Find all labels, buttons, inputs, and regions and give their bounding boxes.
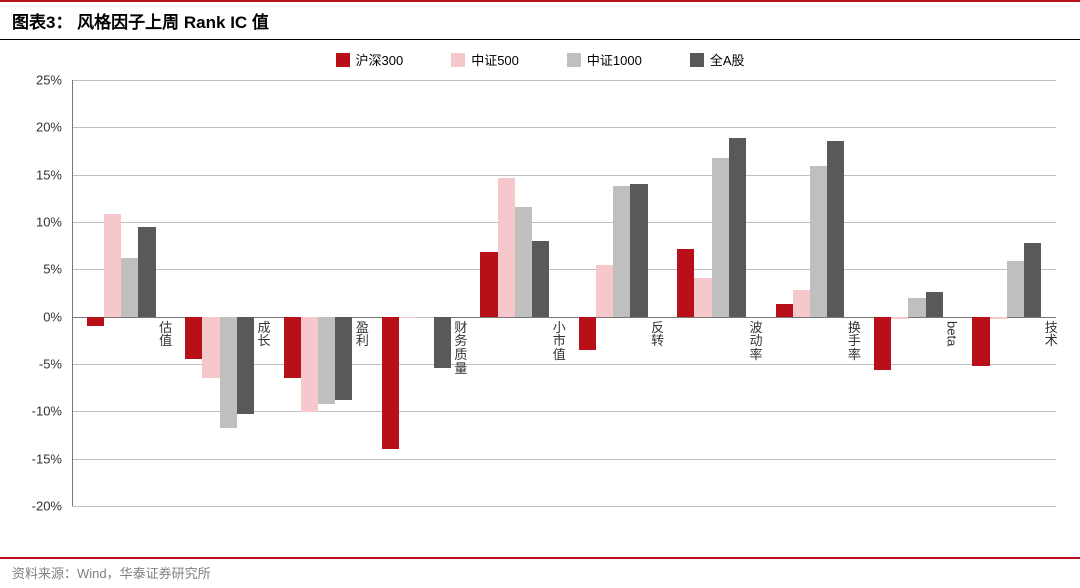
figure-title-bar: 图表3： 风格因子上周 Rank IC 值 <box>0 0 1080 40</box>
x-axis-label: 技术 <box>1043 321 1059 348</box>
bar <box>630 184 647 317</box>
y-axis-label: 10% <box>36 214 72 229</box>
y-axis-label: 25% <box>36 73 72 88</box>
y-axis-label: -20% <box>32 499 72 514</box>
y-axis <box>72 80 73 506</box>
x-axis-label: 估值 <box>158 321 174 348</box>
x-axis-label: 换手率 <box>846 321 862 362</box>
bar <box>776 304 793 316</box>
legend-label: 全A股 <box>710 50 745 69</box>
bar <box>382 317 399 450</box>
bar <box>284 317 301 379</box>
bar <box>220 317 237 429</box>
x-axis-label: beta <box>945 321 959 346</box>
legend-item: 中证1000 <box>567 50 642 69</box>
bar <box>579 317 596 350</box>
bar <box>596 265 613 317</box>
y-axis-label: -5% <box>39 356 72 371</box>
bar <box>926 292 943 317</box>
bar <box>908 298 925 317</box>
legend-swatch <box>336 53 350 67</box>
bar <box>121 258 138 317</box>
bar <box>416 317 433 318</box>
bar <box>480 252 497 316</box>
bar <box>990 317 1007 319</box>
bar <box>827 141 844 317</box>
bar <box>87 317 104 326</box>
chart-container: 沪深300 中证500 中证1000 全A股 -20% -15% -10% -5% 0% 5% 1… <box>0 40 1080 540</box>
x-axis-label: 盈利 <box>354 321 370 348</box>
gridline <box>72 269 1056 270</box>
bar <box>434 317 451 368</box>
legend-label: 中证500 <box>471 50 519 69</box>
bar <box>891 317 908 319</box>
bar <box>185 317 202 360</box>
gridline <box>72 459 1056 460</box>
bar <box>1007 261 1024 317</box>
y-axis-label: 5% <box>43 262 72 277</box>
x-axis-label: 反转 <box>650 321 666 348</box>
bar <box>972 317 989 366</box>
bar <box>318 317 335 404</box>
bar <box>532 241 549 317</box>
x-axis-label: 波动率 <box>748 321 764 362</box>
bar <box>694 278 711 317</box>
legend-swatch <box>567 53 581 67</box>
x-axis-label: 成长 <box>256 321 272 348</box>
legend-item: 全A股 <box>690 50 745 69</box>
y-axis-label: 20% <box>36 120 72 135</box>
legend-swatch <box>451 53 465 67</box>
legend-item: 沪深300 <box>336 50 404 69</box>
bar <box>498 178 515 316</box>
bar <box>399 317 416 318</box>
gridline <box>72 175 1056 176</box>
source-footer: 资料来源：Wind，华泰证券研究所 <box>0 557 1080 588</box>
legend-label: 沪深300 <box>356 50 404 69</box>
bar <box>874 317 891 370</box>
bar <box>202 317 219 379</box>
y-axis-label: -10% <box>32 404 72 419</box>
bar <box>237 317 254 415</box>
gridline <box>72 222 1056 223</box>
legend-item: 中证500 <box>451 50 519 69</box>
bar <box>301 317 318 413</box>
source-text: 资料来源：Wind，华泰证券研究所 <box>12 566 211 581</box>
gridline <box>72 506 1056 507</box>
bar <box>729 138 746 317</box>
gridline <box>72 127 1056 128</box>
legend: 沪深300 中证500 中证1000 全A股 <box>0 50 1080 69</box>
x-axis-label: 财务质量 <box>453 321 469 376</box>
gridline <box>72 80 1056 81</box>
bar <box>335 317 352 400</box>
bar <box>104 214 121 316</box>
figure-title: 图表3： 风格因子上周 Rank IC 值 <box>12 8 1068 33</box>
bar <box>1024 243 1041 317</box>
plot-area: -20%-15%-10%-5%0%5%10%15%20%25%估值成长盈利财务质… <box>72 80 1056 506</box>
x-axis-label: 小市值 <box>551 321 567 362</box>
legend-label: 中证1000 <box>587 50 642 69</box>
y-axis-label: 15% <box>36 167 72 182</box>
bar <box>613 186 630 317</box>
bar <box>793 290 810 317</box>
y-axis-label: 0% <box>43 309 72 324</box>
legend-swatch <box>690 53 704 67</box>
bar <box>677 249 694 317</box>
bar <box>138 227 155 317</box>
bar <box>515 207 532 317</box>
bar <box>712 158 729 317</box>
bar <box>810 166 827 317</box>
y-axis-label: -15% <box>32 451 72 466</box>
